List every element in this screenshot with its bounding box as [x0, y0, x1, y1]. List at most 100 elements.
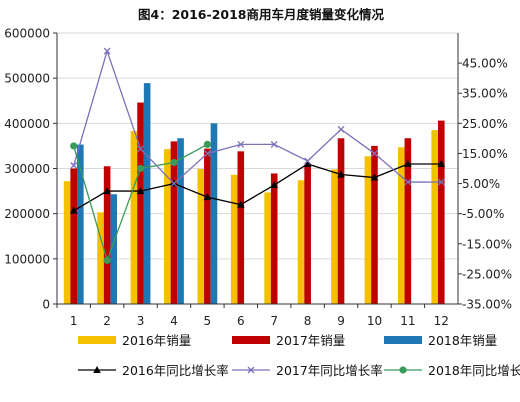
bar-2018年销量-1 — [77, 144, 84, 304]
x-tick-label: 10 — [367, 314, 382, 328]
marker-2018年同比增长率-2 — [103, 256, 111, 264]
bar-2017年销量-2 — [103, 166, 111, 304]
right-tick-label: -25.00% — [462, 267, 512, 281]
x-tick-label: 7 — [270, 314, 278, 328]
bar-2017年销量-6 — [237, 151, 245, 304]
marker-2016年同比增长率-2 — [103, 187, 111, 195]
marker-2017年同比增长率-8 — [304, 157, 312, 165]
legend-label: 2016年销量 — [122, 333, 191, 348]
marker-2018年同比增长率-1 — [70, 142, 78, 150]
marker-2017年同比增长率-9 — [337, 125, 345, 133]
marker-2017年同比增长率-12 — [437, 178, 445, 186]
right-tick-label: 15.00% — [462, 147, 508, 161]
left-tick-label: 600000 — [4, 27, 50, 41]
marker-2018年同比增长率-3 — [136, 164, 145, 173]
bar-2017年销量-7 — [270, 173, 278, 304]
marker-2017年同比增长率-4 — [170, 180, 178, 188]
bar-2017年销量-11 — [404, 138, 412, 304]
bar-2016年销量-9 — [331, 169, 338, 304]
bar-2016年销量-2 — [97, 212, 104, 304]
legend-marker — [399, 366, 407, 374]
x-tick-label: 3 — [137, 314, 145, 328]
bar-2016年销量-11 — [397, 147, 405, 304]
right-tick-label: 45.00% — [462, 57, 508, 71]
left-tick-label: 300000 — [4, 162, 50, 176]
bar-2017年销量-12 — [437, 120, 445, 304]
marker-2016年同比增长率-12 — [437, 159, 446, 167]
bar-2018年销量-4 — [177, 138, 184, 304]
right-tick-label: -5.00% — [462, 207, 504, 221]
x-tick-label: 9 — [337, 314, 345, 328]
marker-2017年同比增长率-3 — [137, 145, 145, 153]
marker-2017年同比增长率-2 — [103, 47, 111, 55]
bar-2017年销量-5 — [204, 148, 211, 304]
bar-2017年销量-10 — [371, 145, 378, 304]
x-tick-label: 8 — [304, 314, 312, 328]
legend-marker — [93, 366, 101, 373]
x-tick-label: 12 — [434, 314, 449, 328]
bar-2017年销量-8 — [304, 164, 311, 304]
bar-2016年销量-5 — [197, 168, 205, 304]
marker-2018年同比增长率-4 — [170, 158, 178, 167]
legend-label: 2016年同比增长率 — [122, 363, 229, 378]
bar-2017年销量-3 — [137, 102, 144, 304]
bar-2016年销量-3 — [130, 131, 138, 304]
marker-2016年同比增长率-8 — [303, 159, 312, 167]
bar-2016年销量-6 — [230, 174, 238, 304]
bar-2016年销量-8 — [297, 180, 305, 304]
bar-2016年销量-4 — [164, 149, 171, 304]
rate-lines — [69, 47, 446, 264]
chart-title: 图4：2016-2018商用车月度销量变化情况 — [138, 7, 384, 22]
x-tick-label: 6 — [237, 314, 245, 328]
marker-2016年同比增长率-9 — [337, 170, 345, 178]
x-tick-label: 2 — [103, 314, 111, 328]
left-tick-label: 0 — [42, 298, 50, 312]
legend-swatch — [384, 336, 422, 344]
marker-2017年同比增长率-6 — [237, 140, 245, 148]
bar-2016年销量-12 — [431, 130, 438, 304]
bar-2018年销量-3 — [143, 83, 151, 304]
x-tick-label: 1 — [70, 314, 78, 328]
legend-label: 2018年销量 — [428, 333, 497, 348]
x-tick-label: 5 — [204, 314, 212, 328]
gridlines — [57, 32, 458, 260]
marker-2016年同比增长率-6 — [236, 200, 245, 208]
marker-2017年同比增长率-5 — [203, 149, 211, 157]
marker-2016年同比增长率-1 — [69, 206, 78, 214]
marker-2018年同比增长率-5 — [203, 140, 211, 149]
bars — [63, 83, 445, 304]
legend-marker — [247, 366, 255, 374]
bar-2016年销量-10 — [364, 156, 372, 304]
marker-2017年同比增长率-1 — [70, 162, 78, 169]
right-tick-label: 5.00% — [462, 177, 500, 191]
legend-label: 2017年销量 — [276, 333, 345, 348]
marker-2016年同比增长率-11 — [404, 159, 412, 167]
bar-2017年销量-9 — [337, 138, 345, 304]
left-tick-label: 100000 — [4, 252, 50, 266]
bar-2017年销量-1 — [70, 168, 78, 304]
x-tick-label: 4 — [170, 314, 178, 328]
right-tick-label: 35.00% — [462, 87, 508, 101]
right-tick-label: -35.00% — [462, 298, 512, 312]
bar-2016年销量-7 — [264, 192, 271, 304]
left-tick-label: 400000 — [4, 117, 50, 131]
legend-swatch — [232, 336, 270, 344]
marker-2016年同比增长率-10 — [370, 173, 379, 181]
line-2017年同比增长率 — [73, 48, 442, 185]
marker-2017年同比增长率-10 — [370, 149, 378, 157]
bar-2016年销量-1 — [63, 181, 71, 304]
line-2016年同比增长率 — [73, 163, 442, 212]
legend-label: 2017年同比增长率 — [276, 363, 383, 378]
marker-2017年同比增长率-7 — [270, 140, 278, 148]
axes: 0 100000 200000 300000 400000 500000 600000 -35… — [4, 27, 512, 329]
marker-2017年同比增长率-11 — [404, 178, 412, 186]
left-tick-label: 200000 — [4, 207, 50, 221]
x-tick-label: 11 — [400, 314, 415, 328]
marker-2016年同比增长率-7 — [270, 181, 279, 189]
right-tick-label: 25.00% — [462, 117, 508, 131]
bar-2018年销量-2 — [110, 194, 118, 304]
bar-2018年销量-5 — [210, 123, 218, 304]
marker-2016年同比增长率-5 — [203, 193, 212, 201]
right-tick-label: -15.00% — [462, 237, 512, 251]
